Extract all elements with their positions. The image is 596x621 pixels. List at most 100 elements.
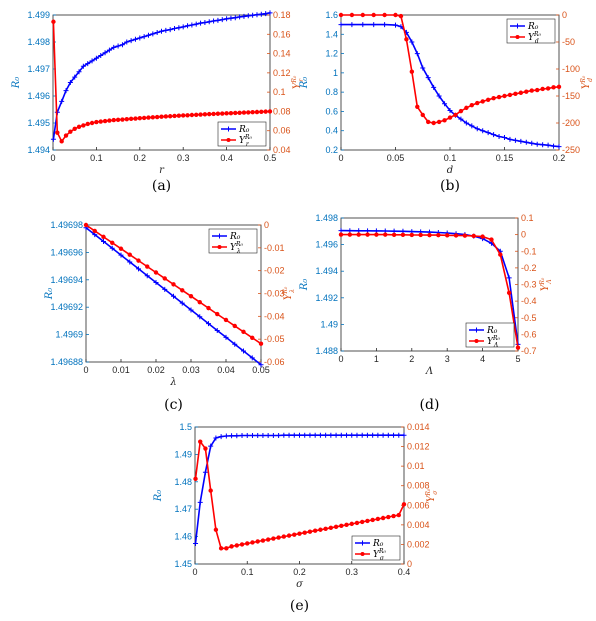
x-tick-label: 2 [409, 354, 414, 364]
data-point [513, 91, 518, 97]
y-right-tick-label: 0.014 [407, 422, 430, 432]
x-tick-label: 0.4 [398, 567, 411, 577]
data-point [498, 252, 503, 257]
data-point [359, 432, 365, 438]
data-point [83, 222, 89, 228]
data-point [339, 523, 344, 529]
y-left-tick-label: 1.498 [315, 213, 338, 223]
legend-marker [360, 552, 365, 556]
data-point [211, 111, 216, 117]
data-point [469, 102, 474, 108]
data-point [360, 519, 365, 525]
data-point [137, 115, 142, 121]
data-point [223, 334, 229, 340]
data-point [136, 258, 141, 263]
data-point [206, 321, 211, 327]
data-point [271, 536, 276, 541]
data-point [260, 538, 266, 543]
y-right-tick-label: -250 [562, 145, 580, 155]
data-point [297, 531, 302, 536]
data-point [265, 537, 271, 542]
data-point [263, 109, 268, 114]
data-point [506, 275, 512, 281]
x-tick-label: 0.3 [345, 567, 358, 577]
y-left-tick-label: 1.494 [315, 266, 338, 276]
data-point [245, 13, 251, 19]
data-point [250, 110, 255, 115]
x-tick-label: 1 [374, 354, 379, 364]
data-point [241, 13, 247, 19]
data-point [259, 109, 264, 115]
data-point [107, 118, 112, 123]
data-point [193, 540, 199, 546]
data-point [436, 119, 442, 125]
x-tick-label: 0.05 [252, 365, 270, 375]
y-left-axis-label: R₀ [299, 77, 310, 90]
x-tick-label: 0.1 [90, 153, 103, 163]
data-point [307, 529, 313, 534]
data-point [365, 518, 370, 524]
y-right-tick-label: 0.14 [273, 49, 291, 59]
data-point [436, 93, 442, 99]
y-left-axis-label: R₀ [153, 490, 164, 503]
data-point [349, 521, 354, 527]
data-point [163, 114, 169, 119]
x-tick-label: 0.03 [182, 365, 200, 375]
y-left-tick-label: 1 [333, 68, 338, 78]
data-point [59, 98, 65, 104]
data-point [540, 142, 546, 148]
data-point [515, 345, 521, 350]
data-point [556, 144, 562, 150]
data-point [89, 120, 95, 126]
y-right-tick-label: 0.04 [273, 145, 291, 155]
y-left-tick-label: 1.6 [325, 10, 338, 20]
data-point [292, 532, 297, 537]
chart-e: 0 0.1 0.2 0.3 0.4 1.45 1.46 1.47 1.48 1.49 1.5 0 0.0… [153, 422, 439, 614]
data-point [291, 432, 297, 438]
data-point [556, 84, 562, 90]
data-point [180, 24, 186, 30]
y-left-tick-label: 1.2 [325, 49, 338, 59]
x-tick-label: 0 [192, 567, 197, 577]
data-point [111, 117, 116, 123]
x-tick-label: 0 [83, 365, 88, 375]
legend-label: ΥR₀ r [239, 134, 252, 148]
data-point [250, 12, 256, 18]
data-point [356, 232, 361, 237]
data-point [213, 527, 219, 532]
y-left-tick-label: 1.49688 [50, 357, 83, 367]
data-point [344, 522, 349, 528]
legend-label: ΥR₀ λ [230, 241, 243, 255]
data-point [85, 61, 91, 67]
data-point [63, 88, 69, 94]
y-right-tick-label: -150 [562, 91, 580, 101]
data-point [258, 11, 264, 17]
y-left-tick-label: 1.488 [315, 346, 338, 356]
x-tick-label: 0.1 [241, 567, 254, 577]
data-point [323, 526, 328, 531]
data-point [333, 524, 339, 530]
data-point [185, 23, 191, 29]
data-point [404, 37, 409, 42]
y-right-tick-label: -0.05 [264, 334, 285, 344]
data-point [115, 43, 121, 49]
data-point [98, 119, 103, 124]
data-point [474, 126, 480, 132]
data-point [380, 432, 386, 438]
legend-box [217, 121, 267, 147]
data-point [496, 94, 502, 100]
data-point [265, 432, 271, 438]
y-right-tick-label: -0.03 [264, 289, 285, 299]
panel-caption: (e) [290, 598, 309, 614]
data-point [94, 119, 99, 125]
data-point [502, 134, 507, 140]
data-point [223, 317, 229, 323]
data-point [197, 499, 203, 505]
y-right-tick-label: -0.3 [521, 280, 537, 290]
data-point [338, 228, 344, 234]
data-point [239, 542, 245, 547]
data-point [302, 530, 307, 535]
data-point [102, 118, 108, 124]
y-left-tick-label: 1.49 [320, 319, 338, 329]
y-right-tick-label: -0.4 [521, 296, 537, 306]
